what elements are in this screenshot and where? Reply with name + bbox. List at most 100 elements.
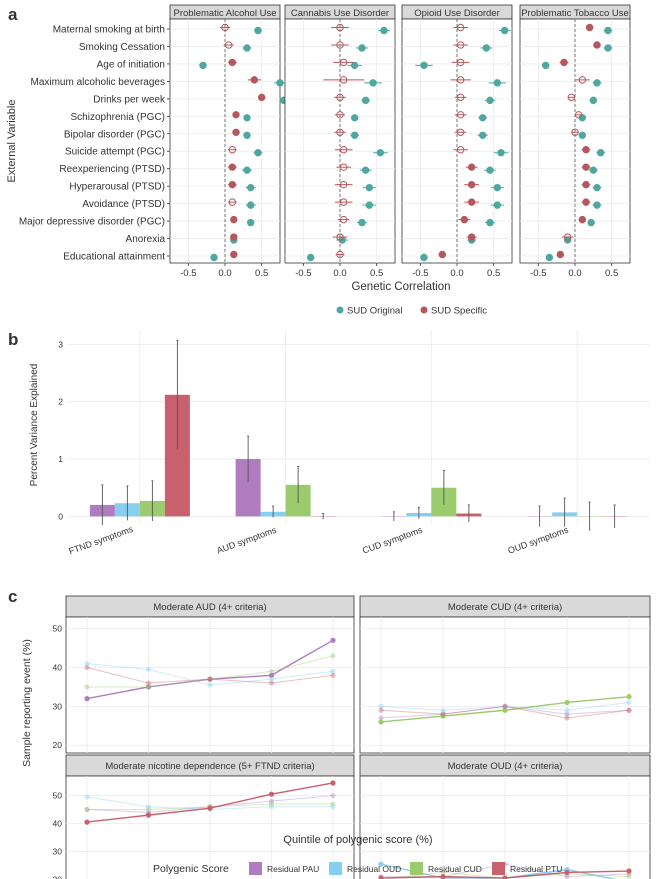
point-residual-cud: [84, 684, 90, 690]
point-sud-original: [254, 26, 262, 35]
y-tick-label: Major depressive disorder (PGC): [19, 217, 165, 228]
x-tick-label: 0.0: [568, 268, 581, 279]
y-tick-label: 0: [58, 511, 63, 521]
legend-key-residual-ptu: [492, 862, 505, 875]
point-residual-oud: [268, 804, 275, 810]
point-sud-specific: [560, 58, 568, 67]
point-sud-specific: [578, 215, 587, 224]
point-residual-pau: [145, 684, 152, 690]
point-sud-specific: [339, 215, 348, 224]
point-sud-specific: [230, 215, 238, 224]
x-tick-label: AUD symptoms: [216, 525, 279, 556]
point-sud-original: [361, 166, 370, 174]
point-residual-oud: [207, 682, 213, 688]
point-sud-original: [350, 114, 359, 122]
point-sud-specific: [467, 233, 476, 241]
legend-label-residual-oud: Residual OUD: [347, 864, 401, 874]
point-sud-original: [482, 44, 491, 52]
point-sud-original: [246, 218, 255, 227]
point-residual-pau: [378, 715, 384, 721]
point-sud-specific: [339, 198, 348, 206]
legend-label-residual-ptu: Residual PTU: [510, 864, 562, 874]
point-sud-original: [420, 253, 428, 262]
x-tick-label: 0.0: [333, 268, 346, 279]
point-sud-specific: [556, 250, 565, 259]
legend-label-residual-pau: Residual PAU: [267, 864, 319, 874]
point-residual-cud: [84, 806, 90, 813]
point-sud-original: [493, 201, 502, 209]
point-sud-original: [306, 253, 315, 262]
point-residual-ptu: [207, 805, 213, 811]
y-tick-label: 1: [58, 454, 63, 464]
point-residual-ptu: [207, 676, 213, 682]
x-axis-label: Quintile of polygenic score (%): [283, 834, 432, 846]
point-sud-original: [365, 201, 374, 209]
y-tick-label: Maternal smoking at birth: [53, 25, 165, 36]
facet-title: Moderate nicotine dependence (5+ FTND cr…: [105, 761, 314, 772]
x-tick-label: -0.5: [295, 268, 311, 279]
point-sud-specific: [578, 76, 587, 84]
point-sud-specific: [228, 58, 237, 67]
point-sud-specific: [456, 23, 465, 32]
point-sud-original: [380, 26, 388, 35]
point-residual-cud: [330, 801, 336, 807]
point-sud-specific: [336, 111, 344, 119]
point-residual-oud: [330, 804, 336, 810]
point-residual-oud: [330, 668, 336, 675]
point-residual-pau: [84, 696, 90, 702]
point-sud-specific: [336, 93, 344, 102]
point-sud-original: [199, 61, 207, 70]
y-tick-label: Hyperarousal (PTSD): [69, 182, 165, 193]
point-residual-oud: [378, 861, 384, 867]
y-tick-label: 30: [53, 846, 63, 856]
point-residual-cud: [145, 806, 152, 813]
legend-key-sud-specific: [420, 306, 428, 314]
point-sud-specific: [456, 146, 465, 154]
point-sud-specific: [574, 111, 583, 119]
point-sud-original: [604, 44, 612, 52]
point-sud-specific: [232, 111, 240, 119]
point-residual-ptu: [502, 875, 508, 879]
point-residual-ptu: [330, 780, 336, 786]
point-sud-original: [358, 218, 366, 227]
x-tick-label: 0.5: [255, 268, 268, 279]
point-residual-ptu: [84, 819, 90, 825]
point-sud-original: [593, 201, 601, 209]
chart-quintile-lines: Moderate AUD (4+ criteria) 20 30 40 50 Modera…: [21, 595, 651, 879]
y-tick-label: Age of initiation: [97, 59, 165, 70]
x-tick-label: -0.5: [412, 268, 428, 279]
point-residual-oud: [626, 699, 632, 706]
point-residual-cud: [330, 653, 336, 659]
point-sud-original: [578, 131, 587, 139]
point-residual-cud: [268, 801, 275, 807]
point-sud-original: [589, 166, 598, 174]
point-sud-specific: [339, 76, 348, 84]
point-residual-pau: [268, 798, 275, 804]
x-tick-label: 0.5: [605, 268, 618, 279]
chart-genetic-correlation: Problematic Alcohol Use -0.5 0.0 0.5 Cannabi…: [6, 4, 631, 317]
point-sud-specific: [228, 198, 237, 206]
point-sud-specific: [339, 58, 348, 67]
point-residual-pau: [502, 703, 508, 709]
point-residual-cud: [440, 713, 446, 719]
point-sud-specific: [224, 41, 233, 49]
y-axis-label: External Variable: [6, 100, 18, 183]
y-tick-label: 3: [58, 339, 63, 349]
point-sud-specific: [456, 41, 465, 49]
line-residual-pau: [380, 705, 630, 719]
x-tick-label: 0.0: [218, 268, 231, 279]
point-residual-ptu: [330, 672, 336, 678]
point-sud-specific: [232, 128, 240, 136]
point-sud-original: [478, 114, 487, 122]
panel-b-letter: b: [8, 330, 18, 349]
line-residual-cud: [87, 655, 334, 688]
point-sud-specific: [467, 163, 476, 171]
point-residual-cud: [502, 707, 508, 713]
plot-background: [67, 330, 650, 525]
y-tick-label: Avoidance (PTSD): [82, 199, 165, 210]
line-residual-oud: [86, 663, 334, 686]
facet-title: Moderate OUD (4+ criteria): [448, 761, 563, 772]
x-tick-label: CUD symptoms: [361, 525, 424, 556]
point-residual-pau: [84, 806, 90, 813]
